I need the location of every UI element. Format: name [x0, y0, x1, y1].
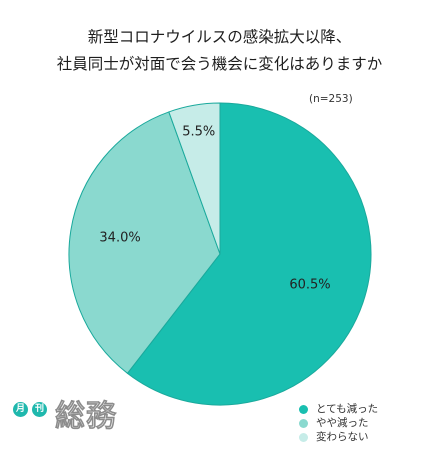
pie-slice	[126, 102, 372, 406]
chart-legend: とても減った やや減った 変わらない	[299, 402, 378, 444]
logo-badge-tsuki: 月	[13, 402, 28, 417]
legend-swatch	[299, 432, 308, 442]
sample-size-note: (n=253)	[309, 93, 353, 105]
legend-label: 変わらない	[316, 431, 369, 443]
legend-item: 変わらない	[299, 430, 378, 444]
pie-slice-value-label: 34.0%	[99, 231, 140, 246]
chart-title: 新型コロナウイルスの感染拡大以降、 社員同士が対面で会う機会に変化はありますか	[0, 24, 439, 78]
legend-swatch	[299, 404, 308, 414]
pie-slice	[168, 102, 221, 255]
logo-badge-kan: 刊	[32, 402, 47, 417]
legend-item: とても減った	[299, 402, 378, 416]
pie-slice-value-label: 60.5%	[289, 277, 330, 292]
legend-label: とても減った	[316, 403, 379, 415]
legend-item: やや減った	[299, 416, 378, 430]
pie-slice	[68, 111, 221, 375]
legend-label: やや減った	[316, 417, 369, 429]
chart-title-line-1: 新型コロナウイルスの感染拡大以降、	[87, 28, 352, 46]
logo-name: 総務	[54, 398, 117, 435]
legend-swatch	[299, 418, 308, 428]
pie-slice-value-label: 5.5%	[182, 125, 215, 140]
chart-title-line-2: 社員同士が対面で会う機会に変化はありますか	[56, 55, 383, 73]
